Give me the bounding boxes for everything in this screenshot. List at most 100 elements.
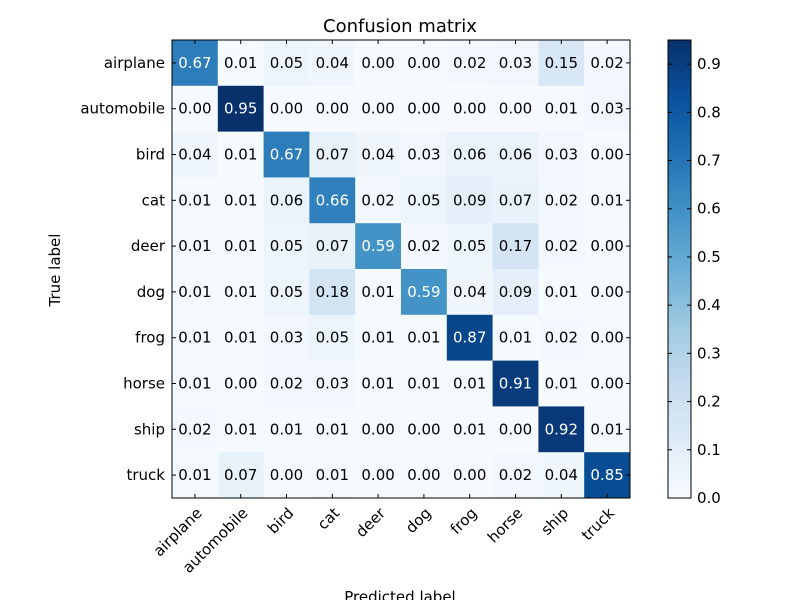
heatmap-cell	[538, 406, 585, 453]
heatmap-cell	[401, 406, 448, 453]
heatmap-cell	[584, 452, 631, 499]
heatmap-cell	[355, 314, 402, 362]
x-tick-label: dog	[402, 504, 435, 537]
heatmap-cell	[309, 314, 356, 362]
colorbar-tick-label: 0.0	[697, 489, 721, 507]
heatmap-cell	[446, 406, 494, 453]
cell-value-label: 0.00	[361, 100, 394, 118]
heatmap-cell	[584, 40, 631, 87]
x-tick-label: truck	[578, 504, 618, 544]
heatmap-cell	[355, 406, 402, 453]
cell-value-label: 0.03	[590, 100, 623, 118]
heatmap-cells	[172, 40, 631, 499]
y-tick-label: deer	[131, 237, 166, 255]
cell-value-label: 0.01	[178, 329, 211, 347]
heatmap-cell	[538, 131, 585, 178]
heatmap-cell	[172, 406, 219, 453]
cell-value-label: 0.01	[361, 375, 394, 393]
cell-value-label: 0.85	[590, 466, 623, 484]
heatmap-cell	[263, 360, 310, 407]
heatmap-cell	[263, 269, 310, 316]
cell-value-label: 0.17	[499, 237, 532, 255]
heatmap-cell	[492, 223, 539, 270]
cell-value-label: 0.04	[361, 146, 394, 164]
cell-value-label: 0.00	[407, 100, 440, 118]
y-axis-tick-labels: airplane automobile bird cat deer dog frog hors…	[80, 54, 165, 484]
cell-value-label: 0.00	[361, 54, 394, 72]
heatmap-cell	[538, 269, 585, 316]
cell-value-label: 0.01	[361, 329, 394, 347]
heatmap-cell	[492, 269, 539, 316]
cell-value-label: 0.02	[545, 191, 578, 209]
heatmap-cell	[309, 360, 356, 407]
heatmap-cell	[446, 131, 494, 178]
cell-value-label: 0.87	[453, 329, 486, 347]
colorbar-tick-label: 0.2	[697, 393, 721, 411]
heatmap-cell	[538, 223, 585, 270]
cell-value-label: 0.00	[270, 100, 303, 118]
cell-value-label: 0.92	[545, 420, 578, 438]
heatmap-cell	[584, 131, 631, 178]
heatmap-cell	[263, 223, 310, 270]
heatmap-cell	[309, 269, 356, 316]
heatmap-cell	[492, 360, 539, 407]
heatmap-cell	[355, 131, 402, 178]
heatmap-cell	[263, 131, 310, 178]
heatmap-cell	[172, 40, 219, 87]
cell-value-label: 0.00	[178, 100, 211, 118]
heatmap-cell	[217, 85, 265, 133]
cell-value-label: 0.02	[178, 420, 211, 438]
y-tick-label: horse	[123, 375, 165, 393]
x-tick-label: ship	[537, 504, 572, 539]
cell-value-label: 0.01	[178, 237, 211, 255]
heatmap-cell	[446, 360, 494, 407]
heatmap-cell	[172, 269, 219, 316]
cell-value-label: 0.02	[407, 237, 440, 255]
cell-value-label: 0.01	[453, 375, 486, 393]
cell-value-label: 0.05	[270, 237, 303, 255]
x-tick-label: deer	[352, 504, 389, 541]
colorbar-tick-label: 0.7	[697, 152, 721, 170]
heatmap-cell	[263, 452, 310, 499]
heatmap-cell	[309, 131, 356, 178]
cell-value-label: 0.00	[590, 375, 623, 393]
heatmap-cell	[584, 85, 631, 133]
heatmap-cell	[446, 223, 494, 270]
heatmap-cell	[584, 177, 631, 224]
heatmap-cell	[263, 177, 310, 224]
heatmap-cell	[263, 314, 310, 362]
x-axis-title: Predicted label	[344, 588, 455, 600]
heatmap-cell	[217, 269, 265, 316]
colorbar-gradient	[667, 39, 692, 499]
cell-value-label: 0.67	[270, 146, 303, 164]
heatmap-cell	[355, 177, 402, 224]
cell-value-label: 0.00	[590, 146, 623, 164]
cell-value-label: 0.06	[270, 191, 303, 209]
cell-value-label: 0.07	[316, 237, 349, 255]
colorbar-tick-label: 0.8	[697, 103, 721, 121]
heatmap-cell	[401, 85, 448, 133]
cell-value-label: 0.91	[499, 375, 532, 393]
cell-value-label: 0.06	[499, 146, 532, 164]
cell-value-label: 0.01	[178, 283, 211, 301]
cell-value-label: 0.03	[316, 375, 349, 393]
colorbar-tick-label: 0.6	[697, 200, 721, 218]
heatmap-cell	[217, 40, 265, 87]
cell-value-label: 0.01	[224, 420, 257, 438]
y-axis-title: True label	[46, 234, 64, 308]
heatmap-cell	[263, 85, 310, 133]
cell-value-label: 0.01	[224, 191, 257, 209]
heatmap-cell	[492, 406, 539, 453]
cell-value-label: 0.05	[270, 54, 303, 72]
cell-value-label: 0.01	[407, 375, 440, 393]
cell-value-label: 0.00	[407, 54, 440, 72]
heatmap-cell	[217, 406, 265, 453]
heatmap-cell	[217, 314, 265, 362]
heatmap-cell	[492, 314, 539, 362]
y-tick-label: airplane	[104, 54, 165, 72]
cell-value-label: 0.09	[453, 191, 486, 209]
cell-value-label: 0.01	[545, 100, 578, 118]
y-tick-label: bird	[136, 146, 165, 164]
colorbar: 0.0 0.1 0.2 0.3 0.4 0.5 0.6 0.7 0.8 0.9	[667, 39, 721, 507]
